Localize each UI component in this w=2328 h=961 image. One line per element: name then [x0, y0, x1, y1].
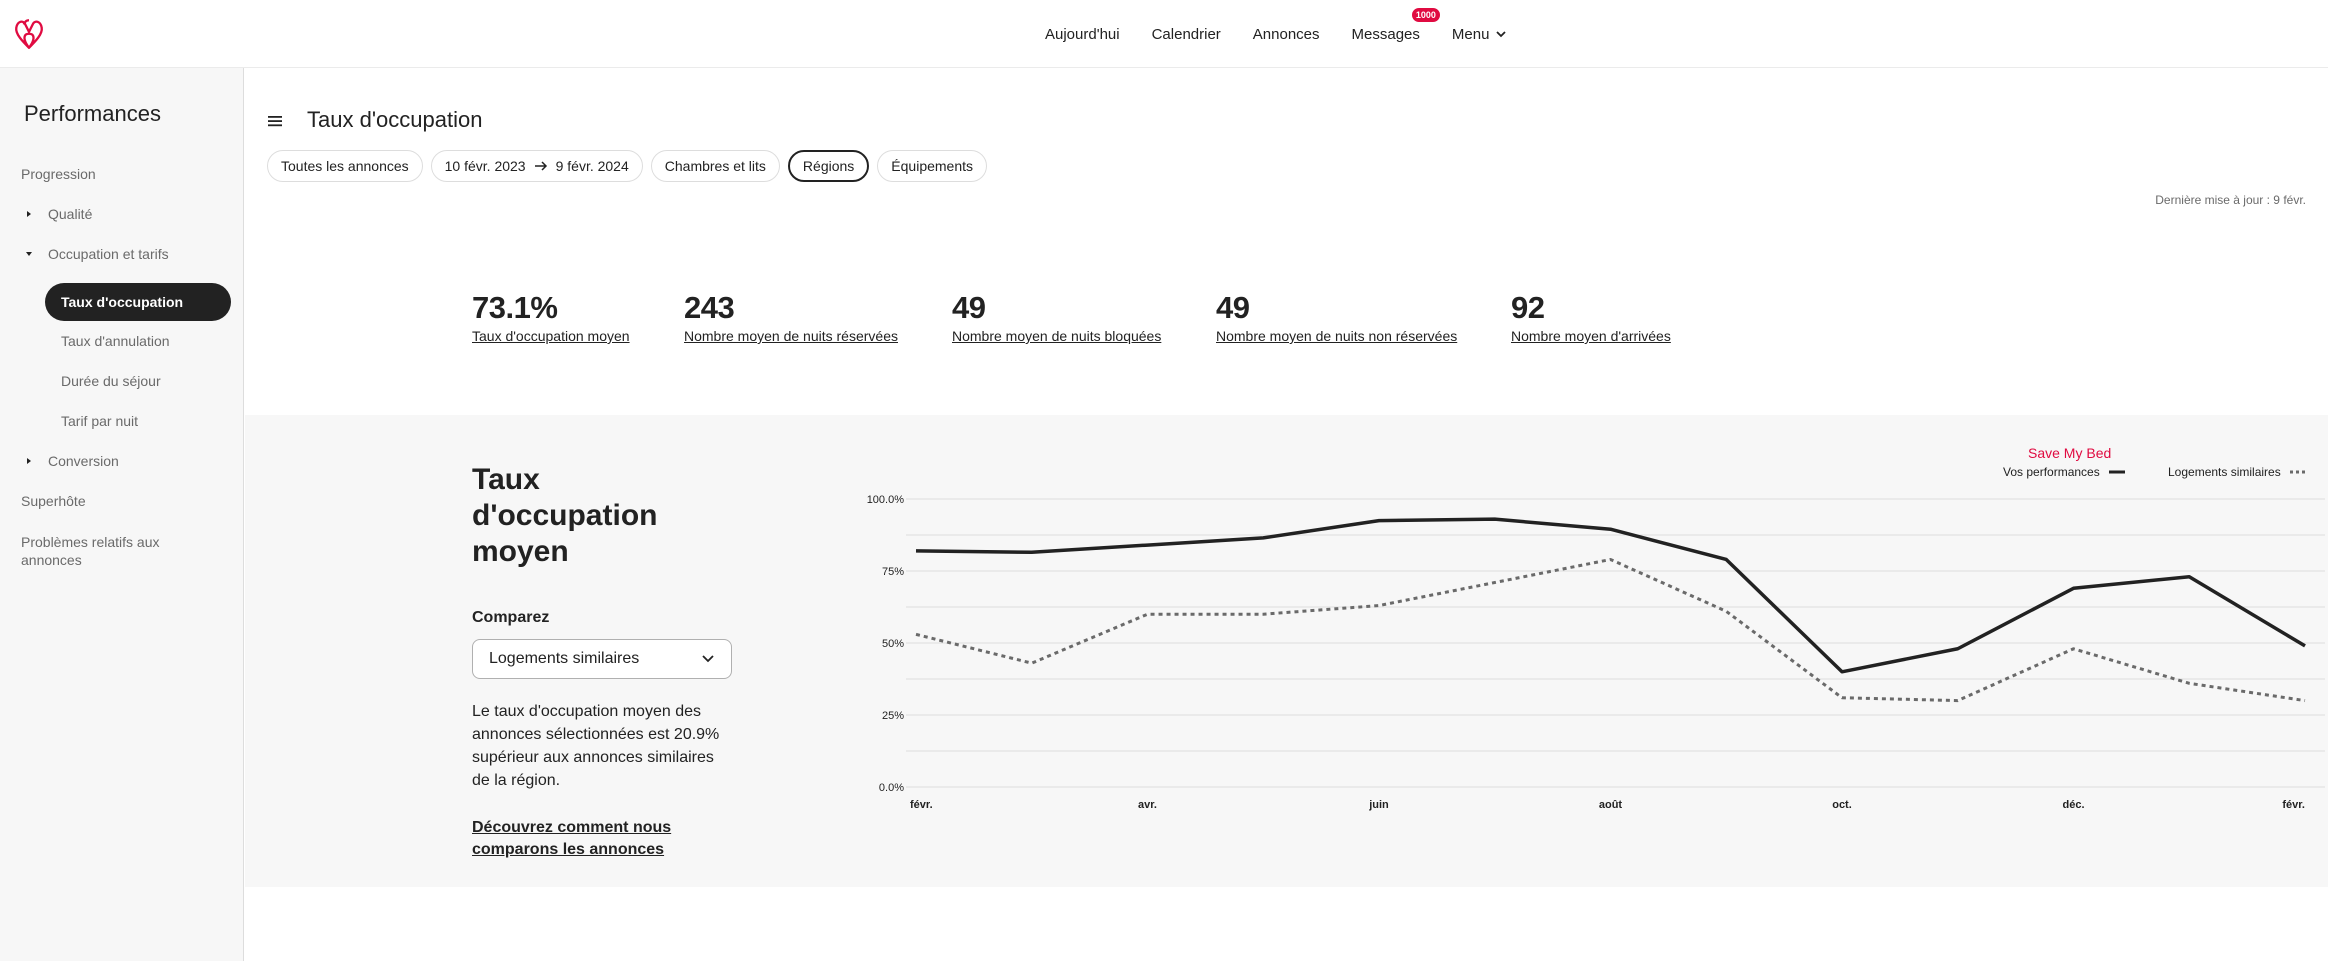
date-to: 9 févr. 2024: [555, 158, 629, 174]
messages-badge: 1000: [1409, 5, 1442, 24]
filter-rooms-beds[interactable]: Chambres et lits: [650, 150, 780, 182]
filter-amenities[interactable]: Équipements: [877, 150, 988, 182]
filter-label: Régions: [802, 158, 855, 174]
x-tick-label: févr.: [2282, 799, 2305, 811]
chevron-down-icon: [702, 655, 714, 663]
solid-line-icon: [2108, 470, 2125, 474]
compare-select-value: Logements similaires: [489, 650, 640, 667]
filter-label: Toutes les annonces: [281, 158, 409, 174]
filter-label: Chambres et lits: [664, 158, 766, 174]
sidebar-item-label: Taux d'occupation: [61, 294, 184, 310]
nav-menu[interactable]: Menu: [1452, 26, 1508, 43]
arrow-right-icon: [534, 161, 547, 171]
nav-menu-label: Menu: [1451, 25, 1490, 43]
chevron-down-icon: [1496, 31, 1507, 38]
sidebar-item-label: Superhôte: [21, 493, 86, 509]
stat-unbooked-nights: 49 Nombre moyen de nuits non réservées: [1216, 290, 1457, 344]
sidebar-item-label: Qualité: [48, 206, 93, 222]
sidebar-item-conversion[interactable]: Conversion: [24, 453, 119, 469]
sidebar-item-nightly-rate[interactable]: Tarif par nuit: [61, 413, 138, 429]
nav-calendar[interactable]: Calendrier: [1151, 25, 1221, 43]
date-from: 10 févr. 2023: [444, 158, 526, 174]
sidebar-item-progression[interactable]: Progression: [21, 166, 96, 182]
brand-label: Save My Bed: [2028, 445, 2112, 461]
stat-label-link[interactable]: Nombre moyen d'arrivées: [1511, 328, 1671, 344]
filter-bar: Toutes les annonces 10 févr. 2023 9 févr…: [267, 150, 988, 182]
sidebar-item-label: Durée du séjour: [61, 373, 161, 389]
y-tick-label: 25%: [882, 710, 904, 722]
sidebar-item-label: Progression: [21, 166, 96, 182]
compare-select[interactable]: Logements similaires: [472, 639, 732, 679]
page-title: Taux d'occupation: [307, 107, 483, 132]
stat-value: 243: [684, 290, 735, 325]
sidebar-title: Performances: [24, 101, 161, 126]
x-tick-label: juin: [1368, 799, 1389, 811]
caret-down-icon: [26, 252, 32, 256]
filter-regions[interactable]: Régions: [787, 150, 870, 182]
sidebar-item-occupancy-rates[interactable]: Occupation et tarifs: [24, 246, 169, 262]
filter-date-range[interactable]: 10 févr. 2023 9 févr. 2024: [430, 150, 643, 182]
stat-value: 49: [952, 290, 986, 325]
learn-more-link[interactable]: Découvrez comment nous comparons les ann…: [472, 819, 672, 858]
last-update: Dernière mise à jour : 9 févr.: [2155, 193, 2306, 207]
sidebar-item-label: Tarif par nuit: [61, 413, 139, 429]
series-line-similar: [915, 557, 2306, 703]
legend-item-similar: Logements similaires: [2168, 465, 2307, 479]
x-tick-label: août: [1599, 799, 1623, 811]
x-tick-label: déc.: [2062, 799, 2084, 811]
sidebar-item-label: Occupation et tarifs: [48, 246, 169, 262]
stat-label-link[interactable]: Nombre moyen de nuits bloquées: [952, 328, 1162, 344]
legend-item-yours: Vos performances: [2003, 465, 2126, 479]
nav-messages-label: Messages: [1351, 25, 1420, 43]
compare-label: Comparez: [472, 609, 550, 626]
comparison-description: Le taux d'occupation moyen des annonces …: [472, 703, 720, 789]
sidebar-item-label: Problèmes relatifs aux annonces: [21, 534, 160, 568]
x-tick-label: avr.: [1138, 799, 1157, 811]
stat-occupancy-rate: 73.1% Taux d'occupation moyen: [472, 290, 630, 344]
main-nav: Aujourd'hui Calendrier Annonces Messages…: [1045, 0, 1507, 68]
x-tick-label: févr.: [910, 799, 933, 811]
nav-today[interactable]: Aujourd'hui: [1045, 25, 1120, 43]
nav-listings[interactable]: Annonces: [1252, 25, 1320, 43]
stat-value: 49: [1216, 290, 1250, 325]
sidebar-item-superhost[interactable]: Superhôte: [21, 493, 86, 509]
stat-label-link[interactable]: Nombre moyen de nuits réservées: [684, 328, 898, 344]
sidebar: Performances Progression Qualité Occupat…: [0, 68, 244, 961]
y-tick-label: 75%: [882, 566, 904, 578]
sidebar-item-listing-issues[interactable]: Problèmes relatifs aux annonces: [21, 533, 211, 569]
occupancy-line-chart: 0.0% 25% 50% 75% 100.0% févr. avr. juin août oct.…: [867, 494, 2325, 811]
nav-messages[interactable]: Messages 1000: [1351, 5, 1442, 43]
sidebar-item-label: Taux d'annulation: [61, 333, 170, 349]
stat-value: 73.1%: [472, 290, 558, 325]
stat-blocked-nights: 49 Nombre moyen de nuits bloquées: [952, 290, 1161, 344]
hamburger-menu-icon[interactable]: [267, 114, 283, 128]
sidebar-item-cancellation-rate[interactable]: Taux d'annulation: [61, 333, 170, 349]
airbnb-logo-icon[interactable]: [12, 16, 46, 52]
occupancy-chart-section: Taux d'occupation moyen Comparez Logemen…: [245, 415, 2328, 887]
stat-booked-nights: 243 Nombre moyen de nuits réservées: [684, 290, 898, 344]
sidebar-item-label: Conversion: [48, 453, 119, 469]
top-navigation: Aujourd'hui Calendrier Annonces Messages…: [0, 0, 2328, 68]
y-tick-label: 0.0%: [879, 782, 904, 794]
y-tick-label: 50%: [882, 638, 904, 650]
dotted-line-icon: [2289, 470, 2306, 474]
x-tick-label: oct.: [1832, 799, 1852, 811]
y-tick-label: 100.0%: [867, 494, 905, 506]
caret-right-icon: [27, 211, 31, 217]
legend-label: Vos performances: [2003, 465, 2100, 479]
stat-label-link[interactable]: Taux d'occupation moyen: [472, 328, 630, 344]
sidebar-item-quality[interactable]: Qualité: [24, 206, 92, 222]
filter-all-listings[interactable]: Toutes les annonces: [267, 150, 423, 182]
section-title: Taux d'occupation moyen: [472, 463, 658, 568]
caret-right-icon: [27, 458, 31, 464]
sidebar-item-stay-length[interactable]: Durée du séjour: [61, 373, 161, 389]
stat-label-link[interactable]: Nombre moyen de nuits non réservées: [1216, 328, 1458, 344]
stat-arrivals: 92 Nombre moyen d'arrivées: [1511, 290, 1671, 344]
stat-value: 92: [1511, 290, 1545, 325]
filter-label: Équipements: [891, 158, 974, 174]
series-line-yours: [915, 517, 2306, 674]
sidebar-item-occupancy-rate[interactable]: Taux d'occupation: [45, 283, 231, 321]
legend-label: Logements similaires: [2168, 465, 2281, 479]
